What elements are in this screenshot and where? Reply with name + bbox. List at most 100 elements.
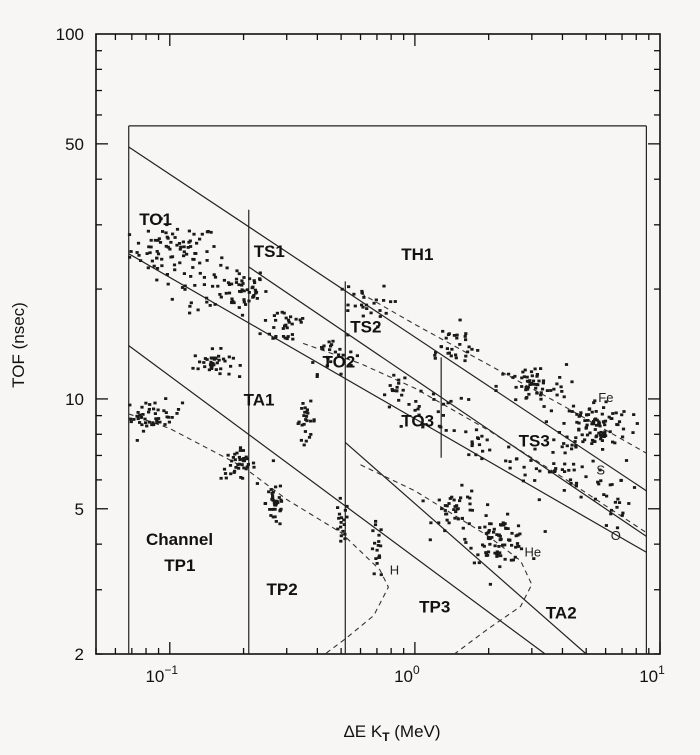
data-point xyxy=(219,367,223,371)
data-point xyxy=(286,335,290,338)
data-point xyxy=(515,457,519,461)
data-point xyxy=(476,349,480,352)
data-point xyxy=(428,538,432,542)
data-point xyxy=(152,264,156,268)
data-point xyxy=(393,300,397,303)
x-tick-label-exponent: 1 xyxy=(658,663,665,677)
data-point xyxy=(304,439,308,443)
data-point xyxy=(419,389,423,393)
data-point xyxy=(568,478,573,482)
data-point xyxy=(378,309,382,312)
y-tick-label: 10 xyxy=(65,390,84,409)
data-point xyxy=(620,514,624,517)
data-point xyxy=(516,533,520,537)
data-point xyxy=(565,435,569,439)
data-point xyxy=(541,379,546,383)
data-point xyxy=(615,505,619,509)
data-point xyxy=(440,507,444,511)
data-point xyxy=(567,468,571,472)
data-point xyxy=(274,520,278,523)
data-point xyxy=(580,433,584,437)
data-point xyxy=(370,547,375,551)
data-point xyxy=(238,364,242,367)
data-point xyxy=(501,543,505,547)
data-point xyxy=(533,447,537,451)
data-point xyxy=(446,351,450,355)
data-point xyxy=(508,466,512,470)
data-point xyxy=(219,476,223,480)
data-point xyxy=(503,522,507,525)
data-point xyxy=(464,338,468,342)
data-point xyxy=(147,410,151,414)
data-point xyxy=(237,455,241,459)
data-point xyxy=(371,529,375,533)
data-point xyxy=(560,468,564,471)
data-point xyxy=(615,526,620,530)
data-point xyxy=(258,332,262,336)
data-point xyxy=(200,232,204,236)
data-point xyxy=(300,423,304,427)
data-point xyxy=(584,475,588,479)
data-point xyxy=(458,499,462,503)
data-point xyxy=(212,357,217,361)
data-point xyxy=(282,311,286,315)
data-point xyxy=(590,410,594,414)
data-point xyxy=(621,435,625,439)
data-point xyxy=(273,336,278,340)
element-label-fe: Fe xyxy=(598,390,613,405)
data-point xyxy=(533,367,537,371)
data-point xyxy=(458,318,462,322)
data-point xyxy=(379,528,383,532)
data-point xyxy=(501,521,505,525)
data-point xyxy=(240,313,245,317)
data-point xyxy=(616,497,620,501)
data-point xyxy=(547,470,552,474)
data-point xyxy=(188,239,192,243)
data-point xyxy=(529,370,534,374)
data-point xyxy=(511,558,515,562)
data-point xyxy=(163,423,167,426)
data-point xyxy=(551,451,555,454)
data-point xyxy=(129,250,133,253)
data-point xyxy=(271,337,275,340)
data-point xyxy=(488,537,492,541)
data-point xyxy=(345,504,349,508)
data-point xyxy=(362,296,366,299)
data-point xyxy=(232,301,236,305)
data-point xyxy=(434,351,438,354)
x-axis-title: ΔE KT (MeV) xyxy=(343,722,440,744)
data-point xyxy=(237,306,241,309)
data-point xyxy=(159,217,163,221)
data-point xyxy=(202,361,206,364)
data-point xyxy=(225,266,229,270)
data-point xyxy=(526,387,530,391)
data-point xyxy=(170,416,174,419)
data-point xyxy=(446,401,450,405)
data-point xyxy=(579,495,583,499)
data-point xyxy=(575,420,579,424)
data-point xyxy=(234,277,239,281)
data-point xyxy=(510,543,514,547)
data-point xyxy=(501,372,505,376)
data-point xyxy=(169,240,173,244)
data-point xyxy=(445,347,449,350)
data-point xyxy=(602,433,606,437)
data-point xyxy=(377,554,381,558)
data-point xyxy=(562,442,566,445)
data-point xyxy=(339,516,344,520)
data-point xyxy=(613,500,617,504)
data-point xyxy=(281,327,285,330)
data-point xyxy=(503,557,507,561)
data-point xyxy=(421,423,425,426)
data-point xyxy=(521,479,525,483)
data-point xyxy=(627,502,631,505)
data-point xyxy=(173,236,177,239)
data-point xyxy=(439,345,443,348)
data-point xyxy=(234,281,239,284)
data-point xyxy=(298,318,302,322)
data-point xyxy=(155,419,159,422)
data-point xyxy=(254,290,259,294)
data-point xyxy=(300,407,304,410)
data-point xyxy=(226,453,230,457)
